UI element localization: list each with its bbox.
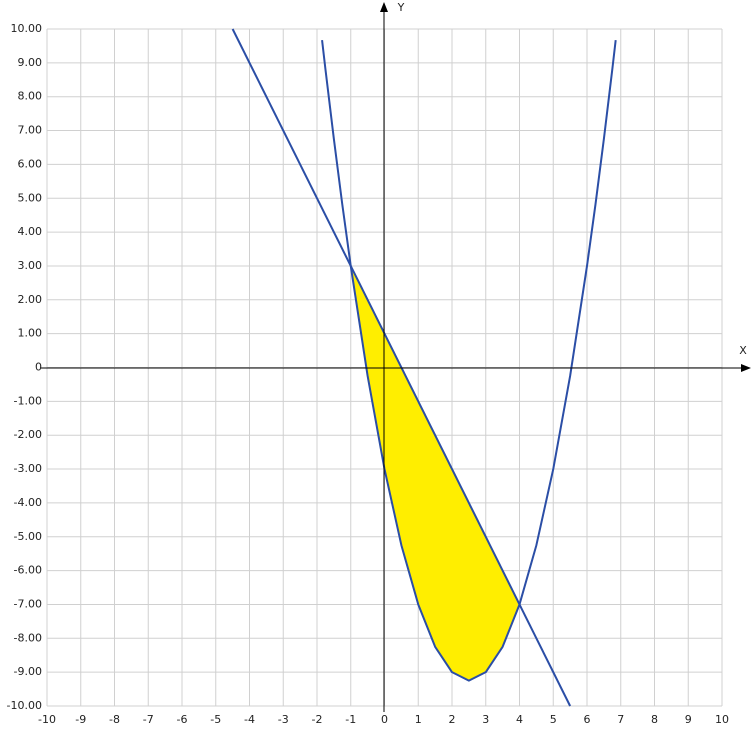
- x-tick-label: 7: [617, 713, 624, 726]
- y-tick-label: 0: [35, 361, 42, 374]
- y-tick-label: 10.00: [11, 22, 43, 35]
- y-tick-label: -7.00: [14, 597, 42, 610]
- shaded-area: [350, 265, 520, 681]
- x-tick-label: 9: [685, 713, 692, 726]
- y-tick-label: -4.00: [14, 496, 42, 509]
- y-tick-label: -8.00: [14, 631, 42, 644]
- axes: X Y: [40, 1, 751, 712]
- y-tick-label: 6.00: [18, 157, 43, 170]
- x-tick-label: -8: [109, 713, 120, 726]
- x-tick-label: 5: [550, 713, 557, 726]
- y-tick-label: 2.00: [18, 293, 43, 306]
- y-tick-label: -6.00: [14, 564, 42, 577]
- x-tick-label: -5: [210, 713, 221, 726]
- x-tick-label: 3: [482, 713, 489, 726]
- tick-labels: -10 -9 -8 -7 -6 -5 -4 -3 -2 -1 0 1 2 3 4 5 6 7 8 9 10-10.00-…: [7, 22, 729, 726]
- x-tick-label: -2: [312, 713, 323, 726]
- y-tick-label: -1.00: [14, 394, 42, 407]
- y-tick-label: -2.00: [14, 428, 42, 441]
- x-tick-label: 6: [584, 713, 591, 726]
- y-tick-label: 5.00: [18, 191, 43, 204]
- curve: [321, 40, 617, 682]
- y-tick-label: -9.00: [14, 665, 42, 678]
- x-tick-label: 4: [516, 713, 523, 726]
- y-tick-label: 4.00: [18, 225, 43, 238]
- y-tick-label: -10.00: [7, 699, 42, 712]
- y-tick-label: 8.00: [18, 90, 43, 103]
- y-tick-label: -5.00: [14, 530, 42, 543]
- x-tick-label: -6: [177, 713, 188, 726]
- y-tick-label: 9.00: [18, 56, 43, 69]
- y-tick-label: 1.00: [18, 327, 43, 340]
- x-tick-label: 1: [415, 713, 422, 726]
- x-tick-label: 0: [381, 713, 388, 726]
- x-tick-label: -10: [38, 713, 56, 726]
- x-tick-label: -4: [244, 713, 255, 726]
- y-tick-label: 7.00: [18, 124, 43, 137]
- x-tick-label: -7: [143, 713, 154, 726]
- y-tick-label: -3.00: [14, 462, 42, 475]
- x-tick-label: 2: [449, 713, 456, 726]
- x-axis-label: X: [739, 344, 747, 357]
- y-axis-label: Y: [397, 1, 405, 14]
- x-tick-label: -9: [75, 713, 86, 726]
- x-tick-label: 10: [715, 713, 729, 726]
- x-tick-label: 8: [651, 713, 658, 726]
- x-tick-label: -3: [278, 713, 289, 726]
- x-tick-label: -1: [345, 713, 356, 726]
- y-tick-label: 3.00: [18, 259, 43, 272]
